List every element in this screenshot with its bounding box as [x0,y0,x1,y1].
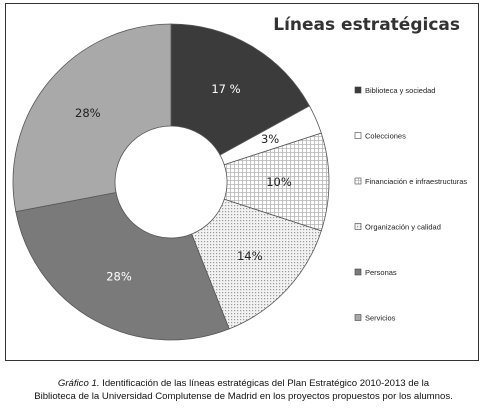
legend-label-colecciones: Colecciones [365,132,406,141]
chart-frame: Líneas estratégicas 17 % 3% 10% 14% 28% 28% B… [5,3,479,361]
slice-biblioteca-y-sociedad [170,23,310,156]
slice-servicios [12,23,172,213]
legend: Biblioteca y sociedad Colecciones Financia… [354,86,467,323]
caption-line1: Identificación de las líneas estratégica… [102,378,430,389]
legend-label-servicios: Servicios [365,314,396,323]
legend-swatch-organizacion-y-calidad [354,223,362,230]
slice-labels-group: 17 % 3% 10% 14% 28% 28% [75,82,292,284]
legend-label-personas: Personas [365,268,397,277]
slice-label-servicios: 28% [75,106,101,120]
slice-label-financiacion-e-infraestructuras: 10% [266,175,292,189]
caption-label: Gráfico 1. [57,378,100,389]
legend-label-biblioteca-y-sociedad: Biblioteca y sociedad [365,86,435,95]
chart-title: Líneas estratégicas [273,15,460,35]
slice-label-colecciones: 3% [261,132,279,146]
legend-swatch-colecciones [354,132,362,139]
slice-label-biblioteca-y-sociedad: 17 % [211,82,240,96]
slice-label-organizacion-y-calidad: 14% [237,249,263,263]
legend-swatch-financiacion-e-infraestructuras [354,177,362,185]
legend-swatch-servicios [354,314,362,321]
slices-group [12,23,330,341]
legend-swatch-personas [354,268,362,276]
legend-label-financiacion-e-infraestructuras: Financiación e infraestructuras [365,177,467,186]
legend-swatch-biblioteca-y-sociedad [354,86,362,94]
legend-label-organizacion-y-calidad: Organización y calidad [365,223,441,232]
slice-organizacion-y-calidad [191,198,322,330]
figure-caption: Gráfico 1. Identificación de las líneas … [0,377,487,403]
donut-chart: Líneas estratégicas 17 % 3% 10% 14% 28% 28% B… [12,15,467,341]
caption-line2: Biblioteca de la Universidad Complutense… [34,391,453,402]
slice-personas [15,192,230,341]
slice-label-personas: 28% [106,270,132,284]
